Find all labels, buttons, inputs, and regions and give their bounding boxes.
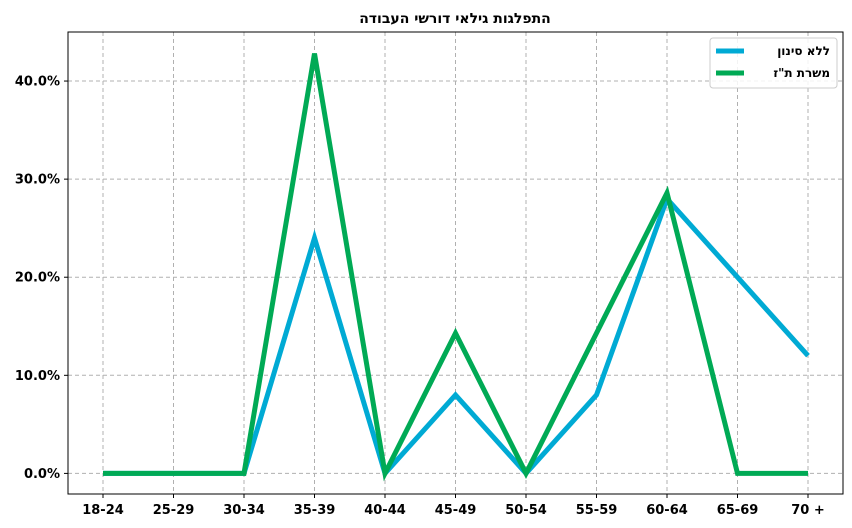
x-tick-label: 25-29 — [153, 503, 195, 518]
x-tick-label: 45-49 — [435, 503, 477, 518]
series-lines — [103, 53, 810, 482]
y-tick-label: 10.0% — [15, 369, 60, 384]
x-tick-label: 65-69 — [717, 503, 759, 518]
x-tick-label: 55-59 — [576, 503, 618, 518]
legend-label: ללא סינון — [777, 44, 830, 58]
legend-label: משרת ת"ז — [773, 66, 830, 80]
x-tick-label: 40-44 — [364, 503, 406, 518]
x-tick-label: 35-39 — [294, 503, 336, 518]
x-tick-label: 30-34 — [223, 503, 265, 518]
y-axis: 0.0% 10.0% 20.0% 30.0% 40.0% — [15, 75, 68, 482]
x-tick-label: 18-24 — [82, 503, 124, 518]
chart-title: התפלגות גילאי דורשי העבודה — [359, 11, 551, 27]
y-tick-label: 30.0% — [15, 173, 60, 188]
y-tick-label: 20.0% — [15, 271, 60, 286]
x-tick-label: 70 + — [791, 503, 825, 518]
x-tick-label: 60-64 — [646, 503, 688, 518]
x-axis: 18-24 25-29 30-34 35-39 40-44 45-49 50-54 55-59… — [82, 494, 825, 518]
y-tick-label: 40.0% — [15, 75, 60, 90]
legend: ללא סינון משרת ת"ז — [709, 37, 838, 89]
y-tick-label: 0.0% — [24, 467, 60, 482]
x-tick-label: 50-54 — [505, 503, 547, 518]
series-line-1 — [103, 53, 808, 482]
